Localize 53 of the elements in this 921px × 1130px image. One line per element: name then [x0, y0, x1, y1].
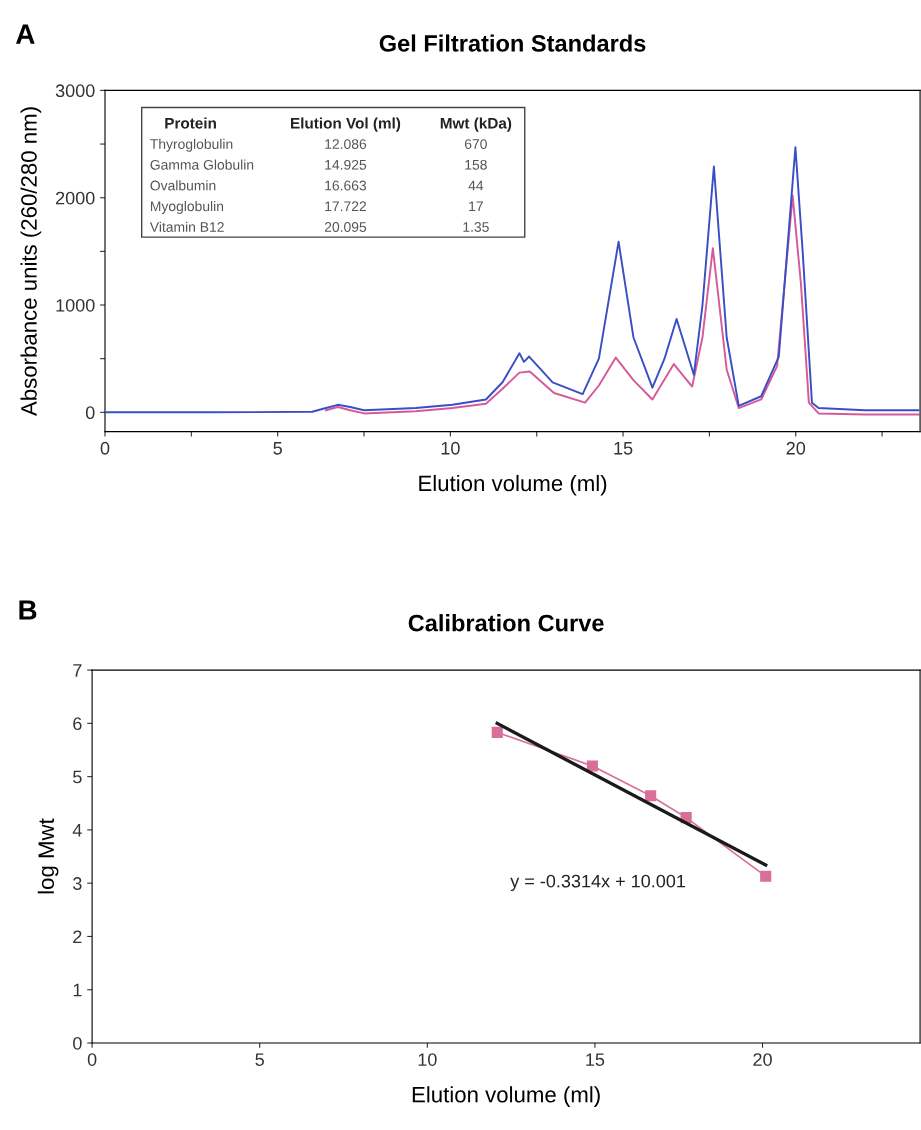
annotation: 17.722: [325, 201, 366, 212]
annotation: 20.095: [324, 222, 367, 232]
chart-title: Calibration Curve: [408, 614, 604, 632]
y-tick-label: 5: [73, 770, 82, 784]
annotation: 1.35: [463, 222, 489, 232]
y-tick-label: 2000: [56, 191, 95, 205]
y-axis-title: Absorbance units (260/280 nm): [20, 107, 42, 416]
annotation: 16.663: [325, 180, 367, 191]
annotation: y = -0.3314x + 10.001: [510, 874, 686, 892]
y-tick-label: 0: [85, 406, 95, 420]
annotation: Mwt (kDa): [440, 117, 512, 132]
annotation: Thyroglobulin: [150, 138, 233, 152]
point: [586, 760, 598, 772]
x-tick-label: 20: [753, 1053, 772, 1066]
x-tick-label: 0: [100, 441, 110, 455]
y-tick-label: 6: [73, 717, 82, 731]
annotation: 670: [464, 139, 487, 149]
y-tick-label: 3: [73, 877, 82, 890]
annotation: 17: [469, 201, 483, 212]
x-tick-label: 10: [441, 441, 460, 455]
y-tick-label: 2: [73, 930, 82, 943]
text: B: [19, 600, 37, 620]
y-tick-label: 1000: [56, 298, 95, 312]
y-axis-title: log Mwt: [37, 818, 59, 894]
x-tick-label: 5: [255, 1053, 264, 1066]
annotation: 14.925: [325, 159, 367, 170]
y-tick-label: 3000: [55, 84, 95, 98]
text: A: [16, 24, 35, 44]
x-tick-label: 20: [786, 441, 806, 455]
point: [760, 870, 772, 882]
x-tick-label: 15: [614, 442, 633, 455]
annotation: Ovalbumin: [150, 180, 216, 191]
annotation: Myoglobulin: [150, 200, 224, 214]
annotation: 44: [468, 180, 484, 191]
point: [491, 726, 503, 738]
annotation: Gamma Globulin: [150, 159, 254, 170]
x-axis-title: Elution volume (ml): [412, 1086, 600, 1107]
annotation: 12.086: [325, 139, 367, 149]
annotation: Vitamin B12: [149, 221, 224, 232]
y-tick-label: 4: [72, 824, 82, 837]
y-tick-label: 0: [73, 1036, 82, 1050]
y-tick-label: 1: [73, 983, 82, 997]
x-tick-label: 10: [418, 1053, 437, 1066]
annotation: Elution Vol (ml): [291, 117, 401, 132]
chart-title: Gel Filtration Standards: [379, 34, 646, 52]
annotation: 158: [465, 159, 487, 170]
annotation: Protein: [165, 117, 216, 129]
x-axis-title: Elution volume (ml): [419, 474, 607, 496]
x-tick-label: 15: [586, 1053, 605, 1066]
x-tick-label: 5: [273, 442, 282, 455]
line-series: [325, 194, 920, 416]
y-tick-label: 7: [73, 664, 82, 677]
point: [645, 790, 657, 802]
